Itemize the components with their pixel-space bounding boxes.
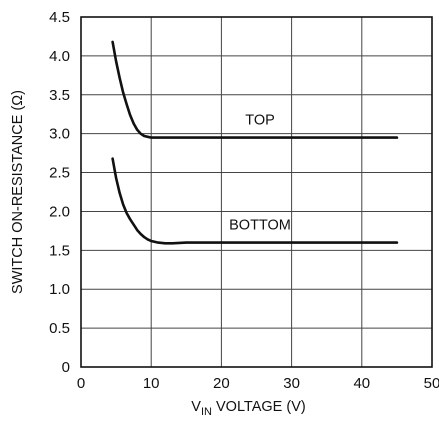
x-tick-labels: 0 10 20 30 40 50 [77,375,439,392]
y-tick-label: 4.5 [49,9,70,26]
series-line-bottom [111,157,399,245]
y-tick-label: 2.5 [49,165,70,182]
x-tick-label: 40 [353,375,370,392]
annotations: TOP BOTTOM [229,112,291,233]
y-tick-label: 0 [62,359,70,376]
series-label-bottom: BOTTOM [229,217,291,233]
x-tick-label: 0 [77,375,85,392]
series-label-top: TOP [245,112,275,128]
x-axis-label-suffix: VOLTAGE (V) [212,399,306,415]
x-axis-label: VIN VOLTAGE (V) [191,399,305,418]
x-axis-label-subscript: IN [201,406,212,418]
grid-lines [81,17,432,367]
x-tick-label: 20 [213,375,230,392]
y-tick-label: 1.5 [49,242,70,259]
series-lines [111,40,399,245]
y-tick-labels: 0 0.5 1.0 1.5 2.0 2.5 3.0 3.5 4.0 4.5 [49,9,70,376]
x-tick-label: 50 [424,375,439,392]
y-tick-label: 3.5 [49,87,70,104]
y-tick-label: 3.0 [49,126,70,143]
y-tick-label: 0.5 [49,320,70,337]
series-line-top [111,40,399,139]
x-tick-label: 30 [283,375,300,392]
y-tick-label: 1.0 [49,281,70,298]
y-tick-label: 4.0 [49,48,70,65]
x-axis-label-prefix: V [191,399,201,415]
y-axis-label: SWITCH ON-RESISTANCE (Ω) [10,90,26,294]
y-tick-label: 2.0 [49,203,70,220]
x-tick-label: 10 [143,375,160,392]
plot-frame [80,16,433,368]
